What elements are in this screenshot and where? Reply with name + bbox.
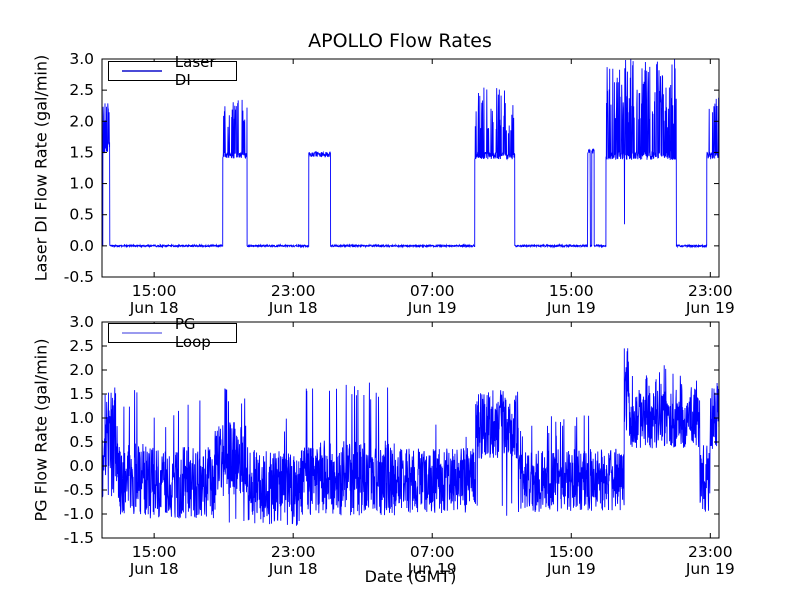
x-tick-time-label: 23:00 <box>271 543 316 561</box>
y-tick-label: 0.0 <box>69 237 94 255</box>
x-tick-date-label: Jun 18 <box>129 299 179 317</box>
y-tick-label: 0.0 <box>69 457 94 475</box>
legend-pg-loop: PG Loop <box>108 315 237 351</box>
x-tick-time-label: 07:00 <box>410 543 455 561</box>
x-tick-date-label: Jun 19 <box>546 299 596 317</box>
x-tick-time-label: 15:00 <box>132 543 177 561</box>
x-tick-time-label: 15:00 <box>132 282 177 300</box>
y-tick-label: 2.0 <box>69 112 94 130</box>
y-tick-label: -1.0 <box>64 505 94 523</box>
x-tick-time-label: 23:00 <box>688 282 733 300</box>
axes-frame <box>101 321 720 539</box>
x-tick-time-label: 15:00 <box>549 543 594 561</box>
y-tick-label: 1.5 <box>69 143 94 161</box>
chart-title: APOLLO Flow Rates <box>308 30 492 52</box>
x-tick-time-label: 23:00 <box>688 543 733 561</box>
x-tick-date-label: Jun 18 <box>268 560 318 578</box>
laser-di-line-swatch-icon <box>122 70 162 72</box>
y-axis-label-pg: PG Flow Rate (gal/min) <box>31 338 51 522</box>
x-tick-date-label: Jun 18 <box>268 299 318 317</box>
y-axis-label-laser-di: Laser DI Flow Rate (gal/min) <box>31 54 51 282</box>
series-line-laser-di <box>102 59 719 249</box>
x-tick-time-label: 15:00 <box>549 282 594 300</box>
y-tick-label: 3.0 <box>69 313 94 331</box>
pg-loop-line-swatch-icon <box>122 332 162 334</box>
y-tick-label: 3.0 <box>69 50 94 68</box>
y-tick-label: 2.5 <box>69 81 94 99</box>
y-tick-label: -0.5 <box>64 481 94 499</box>
y-tick-label: 2.5 <box>69 337 94 355</box>
x-axis-label: Date (GMT) <box>364 567 457 586</box>
y-tick-label: 0.5 <box>69 433 94 451</box>
legend-laser-di: Laser DI <box>108 53 237 89</box>
x-tick-date-label: Jun 19 <box>685 560 735 578</box>
x-tick-date-label: Jun 19 <box>685 299 735 317</box>
x-tick-time-label: 07:00 <box>410 282 455 300</box>
x-tick-date-label: Jun 19 <box>407 299 457 317</box>
y-tick-label: 1.0 <box>69 409 94 427</box>
x-tick-time-label: 23:00 <box>271 282 316 300</box>
x-tick-date-label: Jun 18 <box>129 560 179 578</box>
x-tick-date-label: Jun 19 <box>407 560 457 578</box>
axes-frame <box>101 58 720 278</box>
y-tick-label: 0.5 <box>69 206 94 224</box>
y-tick-label: 2.0 <box>69 361 94 379</box>
y-tick-label: -0.5 <box>64 268 94 286</box>
x-tick-date-label: Jun 19 <box>546 560 596 578</box>
y-tick-label: -1.5 <box>64 529 94 547</box>
y-tick-label: 1.0 <box>69 175 94 193</box>
y-tick-label: 1.5 <box>69 385 94 403</box>
legend-label-laser-di: Laser DI <box>174 53 216 89</box>
legend-label-pg-loop: PG Loop <box>174 315 211 351</box>
series-line-pg-loop <box>102 348 719 526</box>
